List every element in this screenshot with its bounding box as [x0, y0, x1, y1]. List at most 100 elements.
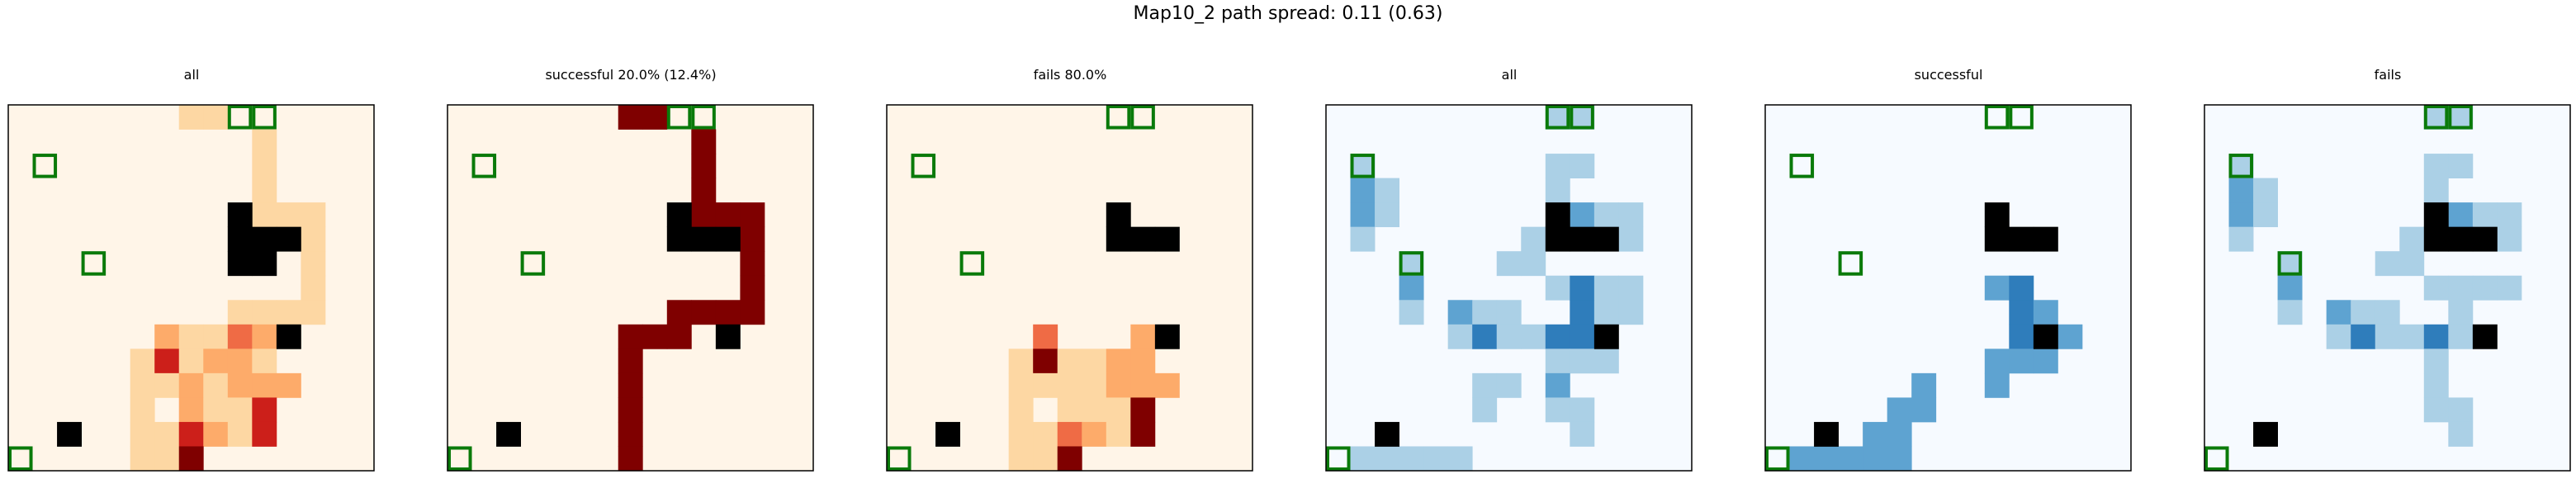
heatmap-cell [1593, 275, 1619, 301]
heatmap-cell [301, 300, 326, 325]
heatmap-cell [2448, 154, 2474, 178]
obstacle-cell [2423, 202, 2449, 228]
heatmap-cell [1618, 226, 1644, 252]
obstacle-cell [1814, 421, 1839, 447]
heatmap-cell [154, 446, 180, 472]
heatmap-cell [2448, 275, 2474, 301]
heatmap-cell [2423, 154, 2449, 178]
heatmap-cell [1130, 421, 1156, 447]
heatmap-cell [203, 397, 229, 423]
heatmap-cell [203, 105, 229, 130]
heatmap-cell [130, 397, 155, 423]
heatmap-cell [154, 324, 180, 349]
heatmap-cell [618, 446, 643, 472]
heatmap-cell [178, 421, 204, 447]
heatmap-cell [1447, 446, 1473, 472]
heatmap-cell [691, 178, 717, 203]
heatmap-cell [1618, 202, 1644, 228]
heatmap-cell [1984, 275, 2010, 301]
heatmap-cell [252, 300, 277, 325]
obstacle-cell [227, 202, 253, 228]
goal-marker [1130, 105, 1155, 130]
heatmap-cell [1545, 349, 1570, 374]
heatmap-cell [252, 349, 277, 374]
heatmap-cell [276, 372, 301, 398]
heatmap-cell [1033, 421, 1058, 447]
heatmap-cell [178, 324, 204, 349]
heatmap-cell [1545, 397, 1570, 423]
heatmap-cell [1545, 154, 1570, 178]
heatmap-cell [130, 372, 155, 398]
obstacle-cell [227, 251, 253, 277]
heatmap-cell [1593, 300, 1619, 325]
heatmap-cell [1887, 446, 1912, 472]
obstacle-cell [666, 202, 692, 228]
panel-title: successful [1914, 67, 1983, 83]
heatmap-cell [1106, 397, 1131, 423]
obstacle-cell [1130, 226, 1156, 252]
heatmap-cell [618, 372, 643, 398]
heatmap-cell [2497, 275, 2522, 301]
obstacle-cell [1154, 324, 1180, 349]
heatmap-cell [618, 105, 643, 130]
heatmap-cell [2326, 324, 2351, 349]
panel-background [1765, 105, 2131, 471]
heatmap-cell [178, 446, 204, 472]
obstacle-cell [1375, 421, 1399, 447]
heatmap-cell [1350, 154, 1376, 178]
heatmap-cell [618, 421, 643, 447]
heatmap-cell [2375, 251, 2400, 277]
heatmap-cell [130, 446, 155, 472]
heatmap-cell [2448, 300, 2474, 325]
heatmap-cell [2423, 105, 2449, 130]
heatmap-cell [154, 372, 180, 398]
heatmap-cell [691, 154, 717, 178]
heatmap-cell [1887, 397, 1912, 423]
heatmap-cell [2399, 226, 2425, 252]
heatmap-cell [618, 349, 643, 374]
goal-marker [2423, 105, 2449, 130]
heatmap-cell [2277, 275, 2303, 301]
heatmap-cell [1008, 446, 1034, 472]
figure-title: Map10_2 path spread: 0.11 (0.63) [1133, 3, 1443, 24]
obstacle-cell [2033, 226, 2058, 252]
heatmap-cell [1033, 349, 1058, 374]
heatmap-cell [1521, 251, 1546, 277]
heatmap-cell [203, 421, 229, 447]
goal-marker [691, 105, 716, 130]
obstacle-cell [252, 226, 277, 252]
goal-marker [2204, 446, 2229, 471]
obstacle-cell [252, 251, 277, 277]
goal-marker [1789, 154, 1815, 178]
heatmap-cell [203, 372, 229, 398]
obstacle-cell [2033, 324, 2058, 349]
heatmap-cell [1593, 349, 1619, 374]
heatmap-cell [1570, 154, 1595, 178]
heatmap-cell [2277, 251, 2303, 277]
heatmap-cell [1399, 300, 1424, 325]
heatmap-cell [252, 397, 277, 423]
obstacle-cell [2472, 226, 2498, 252]
panel-frame [2204, 104, 2571, 472]
heatmap-cell [2423, 349, 2449, 374]
heatmap-cell [1130, 324, 1156, 349]
obstacle-cell [666, 226, 692, 252]
goal-marker [959, 251, 985, 276]
heatmap-cell [1375, 202, 1399, 228]
heatmap-cell [618, 397, 643, 423]
heatmap-cell [1106, 372, 1131, 398]
heatmap-cell [1350, 446, 1376, 472]
heatmap-cell [178, 372, 204, 398]
obstacle-cell [1154, 226, 1180, 252]
heatmap-cell [1350, 178, 1376, 203]
obstacle-cell [715, 324, 741, 349]
heatmap-cell [1789, 446, 1815, 472]
heatmap-cell [252, 372, 277, 398]
heatmap-cell [1350, 226, 1376, 252]
heatmap-cell [1472, 372, 1498, 398]
heatmap-cell [1545, 275, 1570, 301]
heatmap-cell [1057, 349, 1082, 374]
heatmap-cell [2448, 421, 2474, 447]
heatmap-cell [1570, 397, 1595, 423]
